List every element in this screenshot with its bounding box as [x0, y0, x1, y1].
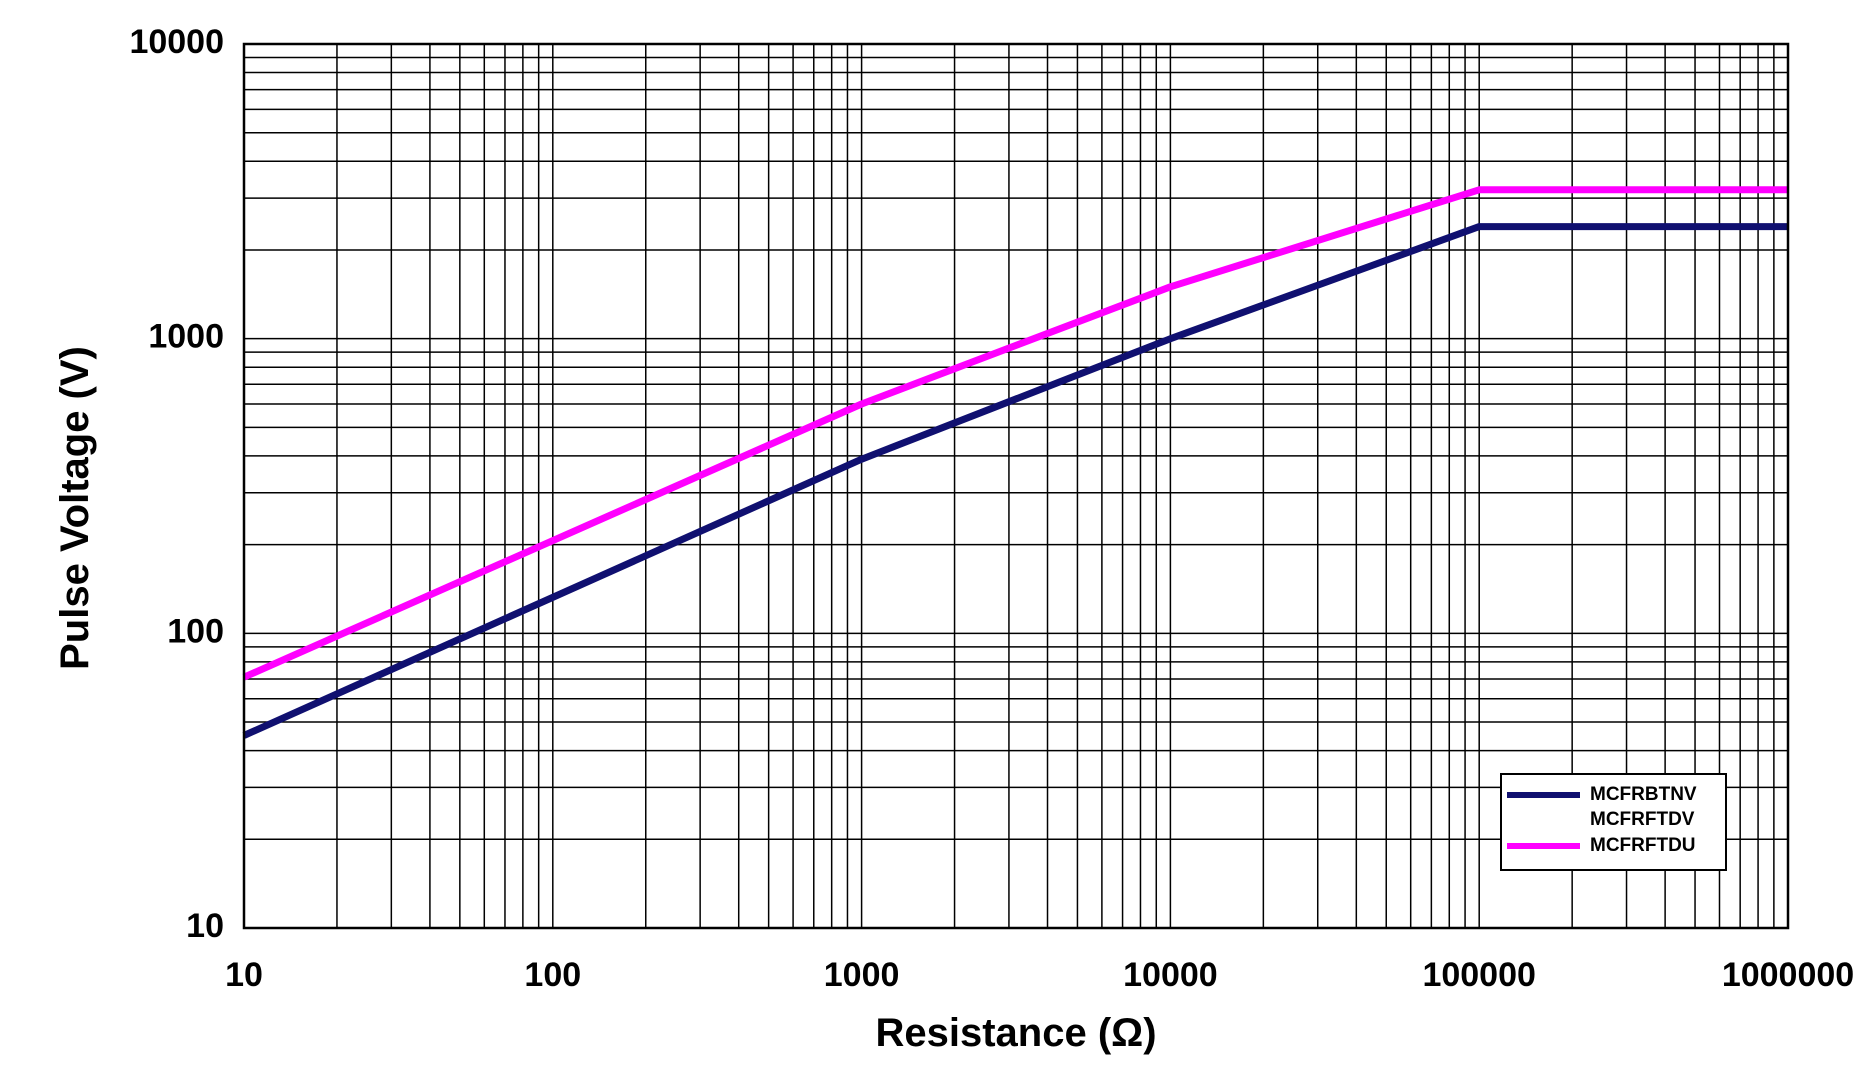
- grid: [244, 44, 1788, 928]
- x-axis-title: Resistance (Ω): [875, 1011, 1156, 1055]
- legend: MCFRBTNV MCFRFTDV MCFRFTDU: [1500, 773, 1727, 871]
- series-line-mcfrftdu: [242, 186, 1788, 681]
- plot-border: [242, 42, 1790, 930]
- series-line-mcfrbtnv: [242, 223, 1788, 739]
- legend-label-mcfrbtnv: MCFRBTNV: [1590, 784, 1697, 805]
- x-tick-label: 100000: [1422, 956, 1535, 994]
- y-tick-label: 1000: [148, 318, 224, 356]
- x-tick-labels: 10 100 1000 10000 100000 1000000: [225, 956, 1854, 994]
- x-tick-label: 1000: [824, 956, 900, 994]
- x-tick-label: 100: [524, 956, 581, 994]
- x-tick-label: 10: [225, 956, 263, 994]
- legend-label-mcfrftdv: MCFRFTDV: [1590, 809, 1695, 830]
- y-tick-label: 10: [186, 907, 224, 945]
- y-tick-labels: 10 100 1000 10000: [129, 23, 224, 945]
- y-tick-label: 100: [167, 612, 224, 650]
- legend-box: [1500, 773, 1727, 871]
- legend-label-mcfrftdu: MCFRFTDU: [1590, 835, 1696, 856]
- x-tick-label: 10000: [1123, 956, 1218, 994]
- x-tick-label: 1000000: [1722, 956, 1854, 994]
- y-axis-title: Pulse Voltage (V): [53, 346, 97, 670]
- y-tick-label: 10000: [129, 23, 224, 61]
- series-layer: [242, 186, 1788, 739]
